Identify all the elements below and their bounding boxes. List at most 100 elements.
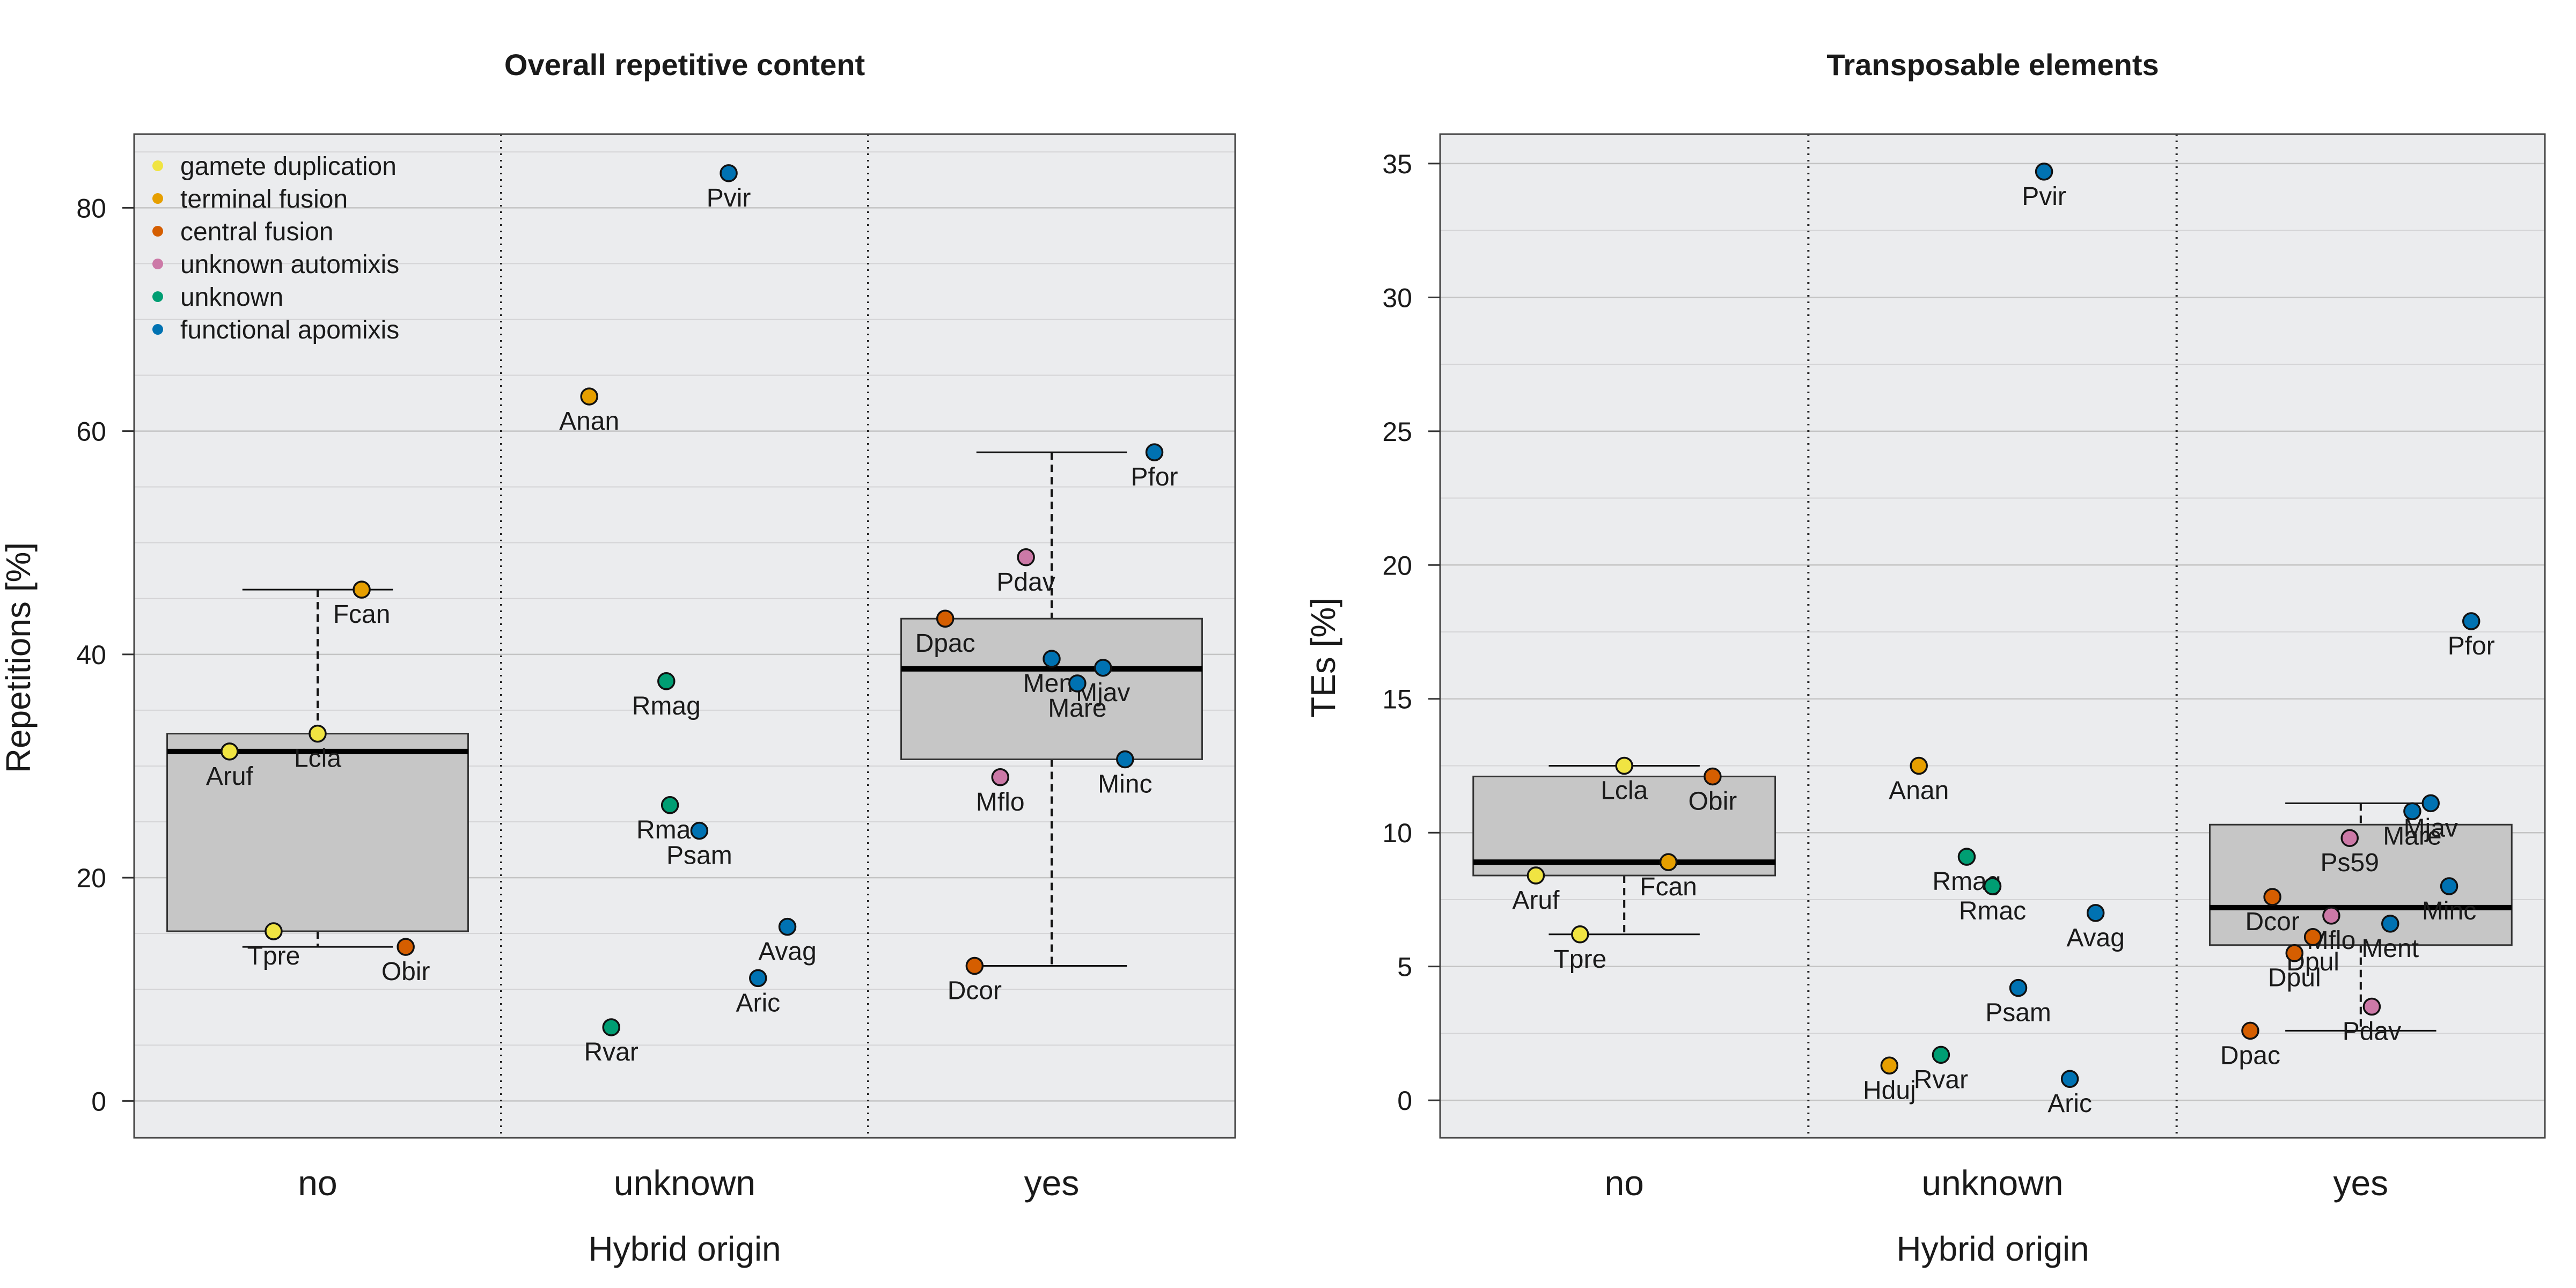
data-point: [2035, 163, 2053, 181]
box-iqr: [166, 733, 469, 932]
point-label: Ment: [2361, 934, 2419, 963]
legend-marker: [152, 226, 163, 237]
y-tick-label: 35: [1382, 149, 1412, 179]
y-tick-label: 0: [91, 1086, 106, 1116]
point-label: Pdav: [2343, 1018, 2401, 1046]
point-label: Mare: [1048, 694, 1106, 723]
data-point: [2285, 944, 2304, 962]
point-label: Aruf: [1512, 886, 1560, 915]
data-point: [1932, 1046, 1950, 1064]
plot-background: [1440, 134, 2545, 1138]
point-label: Hduj: [1863, 1076, 1916, 1105]
data-point: [1094, 659, 1112, 677]
data-point: [2362, 997, 2381, 1016]
y-tick-label: 15: [1382, 685, 1412, 715]
data-point: [1957, 848, 1976, 866]
x-category-label: yes: [2333, 1163, 2388, 1203]
legend-marker: [152, 160, 163, 171]
chart-title: Overall repetitive content: [504, 48, 865, 82]
point-label: Dpac: [915, 629, 975, 658]
data-point: [309, 724, 327, 743]
data-point: [1659, 853, 1678, 871]
data-point: [1615, 756, 1633, 775]
data-point: [1526, 866, 1545, 885]
data-point: [580, 387, 598, 406]
box-iqr: [900, 617, 1203, 760]
box-iqr: [2208, 823, 2513, 946]
legend-entry: unknown automixis: [180, 251, 399, 279]
data-point: [602, 1018, 620, 1036]
data-point: [778, 917, 797, 936]
y-tick-label: 20: [1382, 550, 1412, 580]
point-label: Avag: [2066, 924, 2125, 952]
point-label: Pdav: [996, 568, 1055, 597]
point-label: Tpre: [247, 942, 300, 970]
data-point: [353, 580, 371, 599]
data-point: [660, 796, 679, 814]
legend-entry: central fusion: [180, 218, 334, 246]
data-point: [1017, 548, 1035, 566]
point-label: Anan: [1889, 776, 1949, 805]
data-point: [1880, 1056, 1899, 1075]
data-point: [1145, 443, 1164, 461]
legend-entry: functional apomixis: [180, 316, 399, 344]
legend-entry: terminal fusion: [180, 185, 348, 214]
point-label: Lcla: [1601, 776, 1648, 805]
data-point: [2060, 1070, 2079, 1088]
data-point: [221, 742, 239, 761]
legend-marker: [152, 259, 163, 269]
data-point: [1704, 767, 1722, 786]
y-tick-label: 80: [76, 193, 106, 223]
y-tick-label: 0: [1397, 1086, 1412, 1116]
point-label: Tpre: [1553, 945, 1606, 974]
point-label: Dpul: [2268, 964, 2321, 992]
point-label: Fcan: [333, 600, 391, 629]
legend-entry: gamete duplication: [180, 152, 397, 181]
y-tick-label: 20: [76, 863, 106, 893]
data-point: [657, 672, 676, 690]
point-label: Ps59: [2321, 849, 2379, 877]
point-label: Anan: [559, 407, 619, 436]
legend-marker: [152, 324, 163, 335]
data-point: [1983, 877, 2002, 895]
plot-frame: [1439, 133, 2546, 1139]
point-label: Fcan: [1640, 873, 1697, 901]
point-label: Obir: [381, 958, 430, 986]
point-label: Psam: [1985, 999, 2051, 1027]
y-tick-label: 30: [1382, 283, 1412, 313]
point-label: Minc: [1098, 770, 1152, 798]
point-label: Minc: [2422, 897, 2476, 925]
point-label: Aric: [2047, 1090, 2092, 1118]
data-point: [2440, 877, 2458, 895]
point-label: Pfor: [2448, 632, 2495, 660]
panel-transposable-elements: Transposable elements Hybrid origin TEs …: [1304, 48, 2546, 1268]
point-label: Psam: [666, 842, 732, 870]
data-point: [1043, 650, 1061, 668]
point-label: Mflo: [976, 788, 1025, 816]
data-point: [1068, 674, 1087, 693]
data-point: [2303, 928, 2322, 946]
plot-frame: [133, 133, 1236, 1139]
y-tick-label: 5: [1397, 952, 1412, 982]
point-label: Obir: [1689, 787, 1737, 815]
y-tick-label: 40: [76, 640, 106, 670]
data-point: [397, 938, 415, 956]
point-label: Dcor: [948, 976, 1002, 1005]
x-category-label: unknown: [1921, 1163, 2063, 1203]
point-label: Mare: [2383, 822, 2441, 850]
point-label: Dpac: [2220, 1041, 2280, 1070]
y-tick-label: 60: [76, 417, 106, 447]
legend-marker: [152, 291, 163, 302]
data-point: [2340, 829, 2359, 847]
y-axis-label: Repetitions [%]: [0, 542, 38, 773]
data-point: [2241, 1021, 2259, 1040]
data-point: [2009, 978, 2028, 997]
data-point: [965, 956, 984, 975]
point-label: Lcla: [294, 745, 341, 773]
data-point: [749, 969, 767, 988]
x-category-label: unknown: [614, 1163, 755, 1203]
data-point: [991, 768, 1009, 786]
x-axis-label: Hybrid origin: [588, 1230, 781, 1268]
chart-title: Transposable elements: [1826, 48, 2159, 82]
data-point: [2086, 904, 2105, 922]
